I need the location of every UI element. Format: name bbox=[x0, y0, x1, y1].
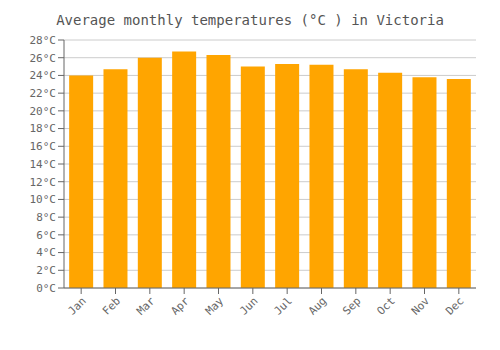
svg-text:Nov: Nov bbox=[409, 294, 433, 318]
svg-text:16°C: 16°C bbox=[30, 140, 57, 153]
svg-text:Feb: Feb bbox=[100, 294, 123, 317]
svg-text:18°C: 18°C bbox=[30, 122, 57, 135]
svg-text:Dec: Dec bbox=[443, 294, 466, 317]
svg-text:12°C: 12°C bbox=[30, 176, 57, 189]
svg-text:6°C: 6°C bbox=[36, 229, 56, 242]
svg-text:0°C: 0°C bbox=[36, 282, 56, 295]
svg-text:4°C: 4°C bbox=[36, 246, 56, 259]
svg-text:26°C: 26°C bbox=[30, 52, 57, 65]
svg-text:Mar: Mar bbox=[134, 294, 158, 318]
svg-text:8°C: 8°C bbox=[36, 211, 56, 224]
svg-text:Apr: Apr bbox=[169, 294, 193, 318]
svg-text:Jun: Jun bbox=[237, 294, 260, 317]
svg-text:20°C: 20°C bbox=[30, 105, 57, 118]
svg-text:22°C: 22°C bbox=[30, 87, 57, 100]
svg-text:14°C: 14°C bbox=[30, 158, 57, 171]
svg-text:Sep: Sep bbox=[340, 294, 363, 317]
svg-text:2°C: 2°C bbox=[36, 264, 56, 277]
svg-text:24°C: 24°C bbox=[30, 69, 57, 82]
svg-text:Aug: Aug bbox=[306, 294, 329, 317]
svg-text:May: May bbox=[203, 294, 227, 318]
svg-text:28°C: 28°C bbox=[30, 34, 57, 47]
html-text:Average monthly temperatures (: Average monthly temperatures (°C ) in Vi… bbox=[56, 12, 444, 28]
svg-text:Oct: Oct bbox=[375, 294, 398, 317]
svg-text:Jan: Jan bbox=[66, 294, 89, 317]
svg-text:10°C: 10°C bbox=[30, 193, 57, 206]
svg-text:Jul: Jul bbox=[272, 294, 295, 317]
